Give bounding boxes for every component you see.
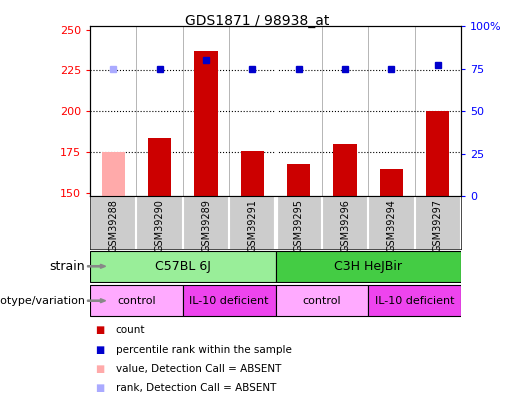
Text: GSM39291: GSM39291 xyxy=(247,199,258,252)
Bar xyxy=(183,285,276,316)
Text: IL-10 deficient: IL-10 deficient xyxy=(375,296,454,306)
Text: ■: ■ xyxy=(95,384,105,393)
Text: GSM39296: GSM39296 xyxy=(340,199,350,252)
Text: ■: ■ xyxy=(95,325,105,335)
Text: GSM39297: GSM39297 xyxy=(433,199,443,252)
Text: ■: ■ xyxy=(95,364,105,374)
Bar xyxy=(241,151,264,196)
Text: GDS1871 / 98938_at: GDS1871 / 98938_at xyxy=(185,14,330,28)
Bar xyxy=(334,144,356,196)
Text: GSM39289: GSM39289 xyxy=(201,199,211,252)
Bar xyxy=(194,51,217,196)
Text: percentile rank within the sample: percentile rank within the sample xyxy=(116,345,292,354)
Text: C57BL 6J: C57BL 6J xyxy=(155,260,211,273)
Text: GSM39295: GSM39295 xyxy=(294,199,304,252)
Text: strain: strain xyxy=(49,260,85,273)
Text: GSM39294: GSM39294 xyxy=(386,199,397,252)
Text: C3H HeJBir: C3H HeJBir xyxy=(334,260,402,273)
Text: rank, Detection Call = ABSENT: rank, Detection Call = ABSENT xyxy=(116,384,276,393)
Text: GSM39288: GSM39288 xyxy=(108,199,118,252)
Bar xyxy=(148,138,171,196)
Bar xyxy=(426,111,449,196)
Text: control: control xyxy=(303,296,341,306)
Text: control: control xyxy=(117,296,156,306)
Bar xyxy=(90,251,276,282)
Bar xyxy=(90,285,183,316)
Text: GSM39290: GSM39290 xyxy=(154,199,165,252)
Bar xyxy=(380,168,403,196)
Bar xyxy=(101,152,125,196)
Bar xyxy=(276,251,461,282)
Text: count: count xyxy=(116,325,145,335)
Text: value, Detection Call = ABSENT: value, Detection Call = ABSENT xyxy=(116,364,281,374)
Text: ■: ■ xyxy=(95,345,105,354)
Bar xyxy=(287,164,310,196)
Bar xyxy=(276,285,368,316)
Bar xyxy=(368,285,461,316)
Text: IL-10 deficient: IL-10 deficient xyxy=(190,296,269,306)
Text: genotype/variation: genotype/variation xyxy=(0,296,85,306)
